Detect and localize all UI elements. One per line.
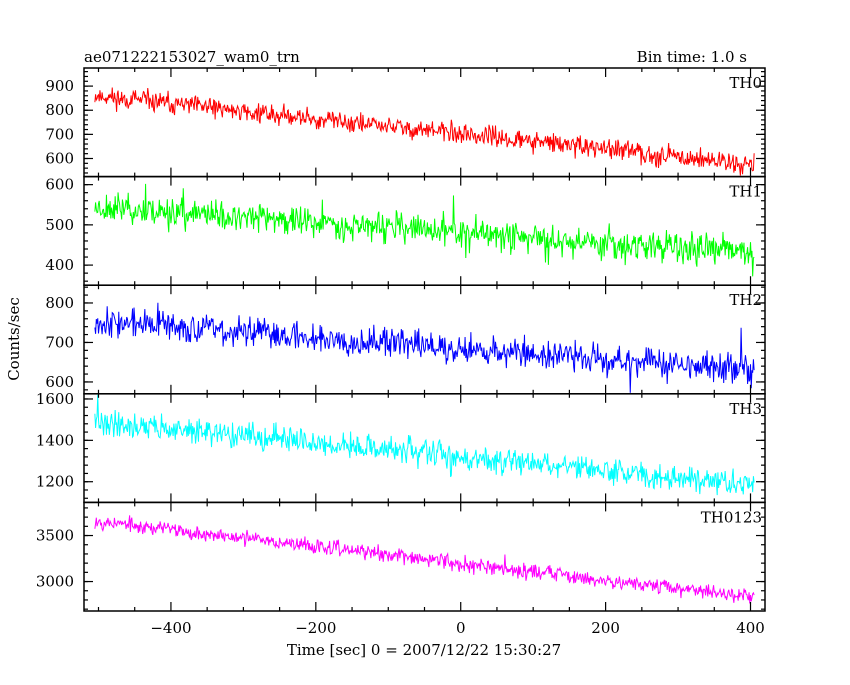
- y-tick-label: 500: [45, 216, 74, 234]
- x-tick-label: −400: [150, 619, 191, 637]
- panel-label-th2: TH2: [729, 291, 762, 309]
- panel-frame-th3: [83, 393, 766, 504]
- series-line-th3: [94, 394, 755, 496]
- y-tick-label: 900: [45, 77, 74, 95]
- panel-frame-th0: [83, 67, 766, 178]
- y-tick-label: 1400: [36, 431, 74, 449]
- y-tick-label: 700: [45, 125, 74, 143]
- y-tick-label: 1200: [36, 473, 74, 491]
- x-tick-label: 400: [736, 619, 765, 637]
- x-tick-label: −200: [295, 619, 336, 637]
- panel-th3: 1200 1400 1600 TH3: [36, 390, 766, 504]
- y-tick-label: 3000: [36, 573, 74, 591]
- series-line-th0: [94, 87, 755, 176]
- panels-group: 600 700 800 900 TH0 400 500 600 TH1 600 700 800 TH2 1…: [36, 67, 766, 637]
- y-tick-label: 1600: [36, 390, 74, 408]
- y-tick-label: 600: [45, 176, 74, 194]
- panel-frame-th0123: [83, 501, 766, 612]
- y-axis-label: Counts/sec: [5, 297, 23, 381]
- panel-frame-th1: [83, 175, 766, 286]
- y-tick-label: 600: [45, 373, 74, 391]
- y-tick-label: 600: [45, 150, 74, 168]
- y-tick-label: 3500: [36, 527, 74, 545]
- panel-th0: 600 700 800 900 TH0: [45, 67, 766, 178]
- panel-label-th0123: TH0123: [701, 508, 762, 526]
- y-tick-label: 800: [45, 294, 74, 312]
- panel-th2: 600 700 800 TH2: [45, 284, 766, 395]
- x-axis-label: Time [sec] 0 = 2007/12/22 15:30:27: [287, 641, 561, 659]
- y-tick-label: 700: [45, 333, 74, 351]
- chart-title: ae071222153027_wam0_trn: [84, 48, 300, 66]
- x-tick-label: 0: [456, 619, 466, 637]
- panel-label-th1: TH1: [729, 183, 762, 201]
- panel-label-th3: TH3: [729, 400, 762, 418]
- bin-time-label: Bin time: 1.0 s: [637, 48, 747, 66]
- series-line-th2: [94, 302, 755, 393]
- y-tick-label: 400: [45, 256, 74, 274]
- panel-th0123: 3000 3500 TH0123: [36, 501, 766, 612]
- series-line-th0123: [94, 515, 755, 604]
- series-line-th1: [94, 183, 755, 277]
- y-tick-label: 800: [45, 101, 74, 119]
- x-tick-label: 200: [591, 619, 620, 637]
- panel-th1: 400 500 600 TH1: [45, 175, 766, 286]
- panel-label-th0: TH0: [729, 74, 762, 92]
